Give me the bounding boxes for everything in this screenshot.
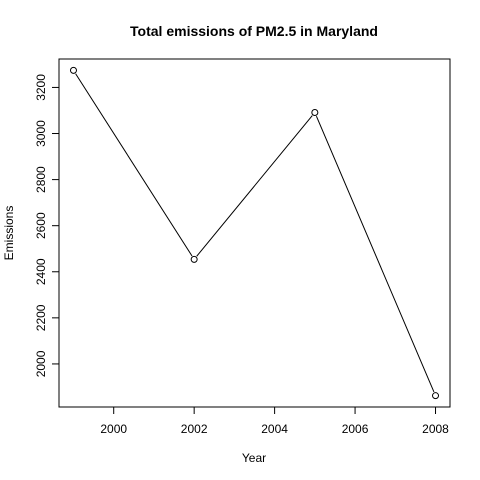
- chart-title: Total emissions of PM2.5 in Maryland: [130, 23, 378, 39]
- data-point: [69, 66, 77, 74]
- y-tick-label: 2600: [34, 212, 48, 239]
- data-points: [69, 66, 440, 400]
- data-point: [190, 255, 198, 263]
- y-axis-label: Emissions: [2, 206, 16, 261]
- y-tick-label: 2400: [34, 258, 48, 285]
- y-tick-label: 2200: [34, 304, 48, 331]
- y-tick-label: 3200: [34, 74, 48, 101]
- x-tick-label: 2006: [342, 422, 369, 436]
- y-tick-label: 2800: [34, 166, 48, 193]
- x-tick-label: 2000: [100, 422, 127, 436]
- x-tick-label: 2002: [181, 422, 208, 436]
- plot-frame: [58, 58, 451, 408]
- x-tick-label: 2008: [422, 422, 449, 436]
- data-point: [311, 108, 319, 116]
- x-tick-label: 2004: [261, 422, 288, 436]
- x-axis: 2000 2002 2004 2006 2008: [100, 406, 449, 436]
- x-axis-label: Year: [242, 451, 266, 465]
- series-line: [75, 73, 435, 393]
- data-point: [432, 392, 440, 400]
- y-axis: 2000 2200 2400 2600 2800 3000 3200: [34, 74, 60, 377]
- y-tick-label: 3000: [34, 120, 48, 147]
- y-tick-label: 2000: [34, 350, 48, 377]
